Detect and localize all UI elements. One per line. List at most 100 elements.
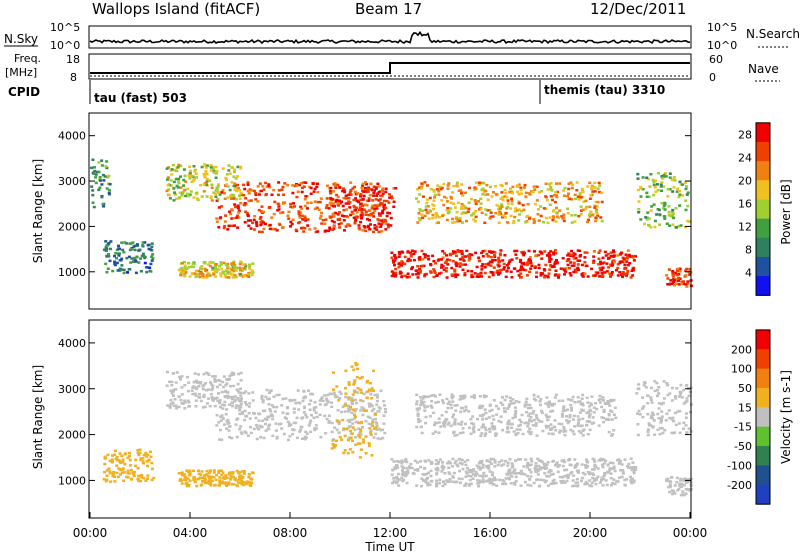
heatmap-cell [358,456,362,459]
heatmap-cell [537,263,541,267]
heatmap-cell [417,257,421,260]
heatmap-cell [500,459,504,462]
heatmap-cell [295,184,299,187]
heatmap-cell [420,425,423,428]
heatmap-cell [362,190,366,193]
heatmap-cell [175,184,179,188]
heatmap-cell [150,255,154,258]
heatmap-cell [384,187,388,190]
heatmap-cell [114,457,118,461]
heatmap-cell [487,467,491,470]
heatmap-cell [587,415,591,419]
heatmap-cell [522,186,526,189]
heatmap-cell [312,409,316,412]
heatmap-cell [536,457,540,461]
heatmap-cell [432,394,436,397]
heatmap-cell [299,425,303,429]
heatmap-cell [629,457,633,460]
heatmap-cell [503,188,507,192]
heatmap-cell [246,274,250,278]
heatmap-cell [396,472,400,476]
heatmap-cell [678,409,682,413]
heatmap-cell [369,393,373,396]
heatmap-cell [579,205,583,208]
nsky-tick-bottom: 10^0 [50,39,80,52]
heatmap-cell [232,384,236,388]
heatmap-cell [560,415,564,418]
heatmap-cell [338,390,342,394]
heatmap-cell [630,481,634,485]
heatmap-cell [486,198,490,201]
heatmap-cell [372,185,376,188]
heatmap-cell [412,252,416,256]
heatmap-cell [150,461,154,465]
heatmap-cell [359,428,363,431]
heatmap-cell [666,277,670,280]
heatmap-cell [488,409,492,413]
heatmap-cell [171,401,175,404]
heatmap-cell [115,257,118,260]
heatmap-cell [238,409,242,412]
heatmap-cell [190,174,194,178]
heatmap-cell [612,260,616,264]
heatmap-cell [239,387,243,390]
heatmap-cell [377,410,381,413]
heatmap-cell [371,211,375,215]
power-panel-frame [88,112,692,310]
heatmap-cell [222,481,226,485]
heatmap-cell [423,406,427,409]
heatmap-cell [192,385,196,388]
heatmap-cell [174,388,178,391]
heatmap-cell [620,251,624,254]
heatmap-cell [177,405,181,409]
heatmap-cell [441,399,444,402]
heatmap-cell [497,207,501,211]
heatmap-cell [249,426,253,429]
heatmap-cell [255,423,258,427]
heatmap-cell [224,383,228,387]
heatmap-cell [589,210,593,213]
heatmap-cell [110,458,114,461]
heatmap-cell [175,371,179,374]
heatmap-cell [657,402,661,405]
heatmap-cell [451,476,455,479]
heatmap-cell [205,473,209,476]
heatmap-cell [522,263,526,266]
heatmap-cell [672,419,676,423]
heatmap-cell [211,268,215,271]
heatmap-cell [427,459,431,462]
heatmap-cell [519,469,523,473]
heatmap-cell [203,405,207,409]
heatmap-cell [357,208,361,211]
heatmap-cell [515,249,519,253]
heatmap-cell [315,427,318,430]
heatmap-cell [390,274,394,278]
heatmap-cell [462,204,466,207]
heatmap-cell [600,219,604,223]
heatmap-cell [268,423,272,426]
heatmap-cell [261,400,265,404]
heatmap-cell [314,406,318,409]
heatmap-cell [351,393,355,396]
heatmap-cell [348,408,351,412]
heatmap-cell [330,204,334,207]
heatmap-cell [432,199,436,202]
heatmap-cell [679,478,683,482]
heatmap-cell [379,223,383,226]
heatmap-cell [445,276,449,279]
heatmap-cell [500,203,504,206]
heatmap-cell [374,426,378,429]
heatmap-cell [115,471,119,475]
y-tick-label: 2000 [58,429,86,442]
heatmap-cell [579,431,583,435]
heatmap-cell [289,205,293,209]
heatmap-cell [522,268,526,272]
nsky-right-tick-bottom: 10^0 [707,39,737,52]
heatmap-cell [278,223,282,226]
heatmap-cell [139,257,142,260]
heatmap-cell [231,276,235,279]
heatmap-cell [644,216,648,219]
heatmap-cell [451,221,455,224]
heatmap-cell [514,207,518,210]
heatmap-cell [360,376,364,379]
